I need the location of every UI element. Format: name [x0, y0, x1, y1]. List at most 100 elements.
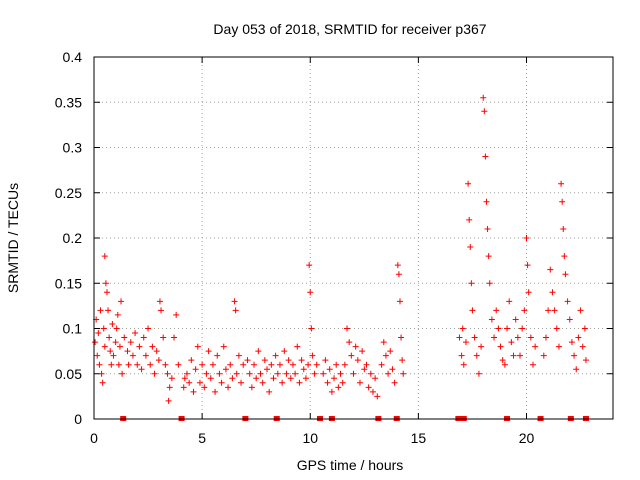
- data-point: [142, 352, 149, 359]
- data-point: [246, 370, 253, 377]
- data-point: [209, 361, 216, 368]
- data-point: [160, 334, 167, 341]
- data-point: [196, 379, 203, 386]
- data-point: [231, 298, 238, 305]
- data-point: [354, 357, 361, 364]
- data-point: [156, 298, 163, 305]
- data-point: [561, 253, 568, 260]
- data-point: [207, 375, 214, 382]
- data-point: [512, 316, 519, 323]
- data-point: [216, 370, 223, 377]
- data-point: [165, 397, 172, 404]
- data-point: [485, 253, 492, 260]
- data-point: [298, 357, 305, 364]
- data-point: [106, 334, 113, 341]
- data-point: [276, 361, 283, 368]
- data-point: [395, 271, 402, 278]
- data-point: [305, 361, 312, 368]
- data-point: [348, 352, 355, 359]
- data-point: [359, 348, 366, 355]
- data-point: [551, 307, 558, 314]
- data-point: [132, 330, 139, 337]
- data-point: [458, 352, 465, 359]
- data-point: [466, 216, 473, 223]
- data-point: [469, 307, 476, 314]
- data-points: [92, 94, 589, 404]
- data-point: [113, 325, 120, 332]
- data-point: [296, 379, 303, 386]
- data-point: [333, 361, 340, 368]
- data-point: [571, 352, 578, 359]
- data-point: [94, 352, 101, 359]
- data-point: [99, 379, 106, 386]
- data-point: [149, 343, 156, 350]
- data-point: [114, 311, 121, 318]
- data-point: [233, 370, 240, 377]
- data-point: [140, 334, 147, 341]
- y-tick-label: 0.4: [63, 49, 83, 65]
- data-point: [346, 339, 353, 346]
- data-point: [473, 352, 480, 359]
- data-point: [255, 348, 262, 355]
- data-point: [365, 384, 372, 391]
- data-point: [510, 352, 517, 359]
- data-point: [328, 388, 335, 395]
- data-point: [173, 311, 180, 318]
- data-point: [188, 357, 195, 364]
- data-point: [524, 262, 531, 269]
- data-point: [101, 343, 108, 350]
- data-point: [525, 289, 532, 296]
- data-point: [153, 348, 160, 355]
- data-point: [205, 348, 212, 355]
- data-point: [115, 361, 122, 368]
- plot-frame: [93, 56, 614, 420]
- data-point: [259, 379, 266, 386]
- data-point: [127, 339, 134, 346]
- data-point: [387, 348, 394, 355]
- data-point: [212, 388, 219, 395]
- data-point: [506, 298, 513, 305]
- data-point: [374, 393, 381, 400]
- data-point: [194, 343, 201, 350]
- data-point: [125, 361, 132, 368]
- data-point: [398, 334, 405, 341]
- data-point: [568, 339, 575, 346]
- data-point: [103, 289, 110, 296]
- data-point: [396, 298, 403, 305]
- data-point: [124, 348, 131, 355]
- data-point: [540, 352, 547, 359]
- data-point: [261, 357, 268, 364]
- data-point: [302, 375, 309, 382]
- data-point: [112, 339, 119, 346]
- data-point: [320, 370, 327, 377]
- data-point: [129, 352, 136, 359]
- data-point: [523, 235, 530, 241]
- data-point: [545, 307, 552, 314]
- data-point: [102, 280, 109, 287]
- data-point: [292, 370, 299, 377]
- data-point: [313, 361, 320, 368]
- data-point: [240, 361, 247, 368]
- data-point: [582, 357, 589, 364]
- data-point: [486, 280, 493, 287]
- data-point: [382, 352, 389, 359]
- data-point: [475, 370, 482, 377]
- data-point: [508, 339, 515, 346]
- data-point: [268, 361, 275, 368]
- data-point: [555, 343, 562, 350]
- data-point: [175, 361, 182, 368]
- data-point: [577, 307, 584, 314]
- data-point: [227, 361, 234, 368]
- y-tick-label: 0.15: [55, 275, 82, 291]
- data-point: [121, 334, 128, 341]
- data-point: [251, 361, 258, 368]
- data-point: [92, 339, 99, 346]
- data-point: [471, 334, 478, 341]
- y-tick-label: 0.25: [55, 185, 82, 201]
- data-point: [285, 357, 292, 364]
- data-point: [331, 375, 338, 382]
- data-point: [307, 289, 314, 296]
- data-point: [97, 307, 104, 314]
- data-point: [253, 375, 260, 382]
